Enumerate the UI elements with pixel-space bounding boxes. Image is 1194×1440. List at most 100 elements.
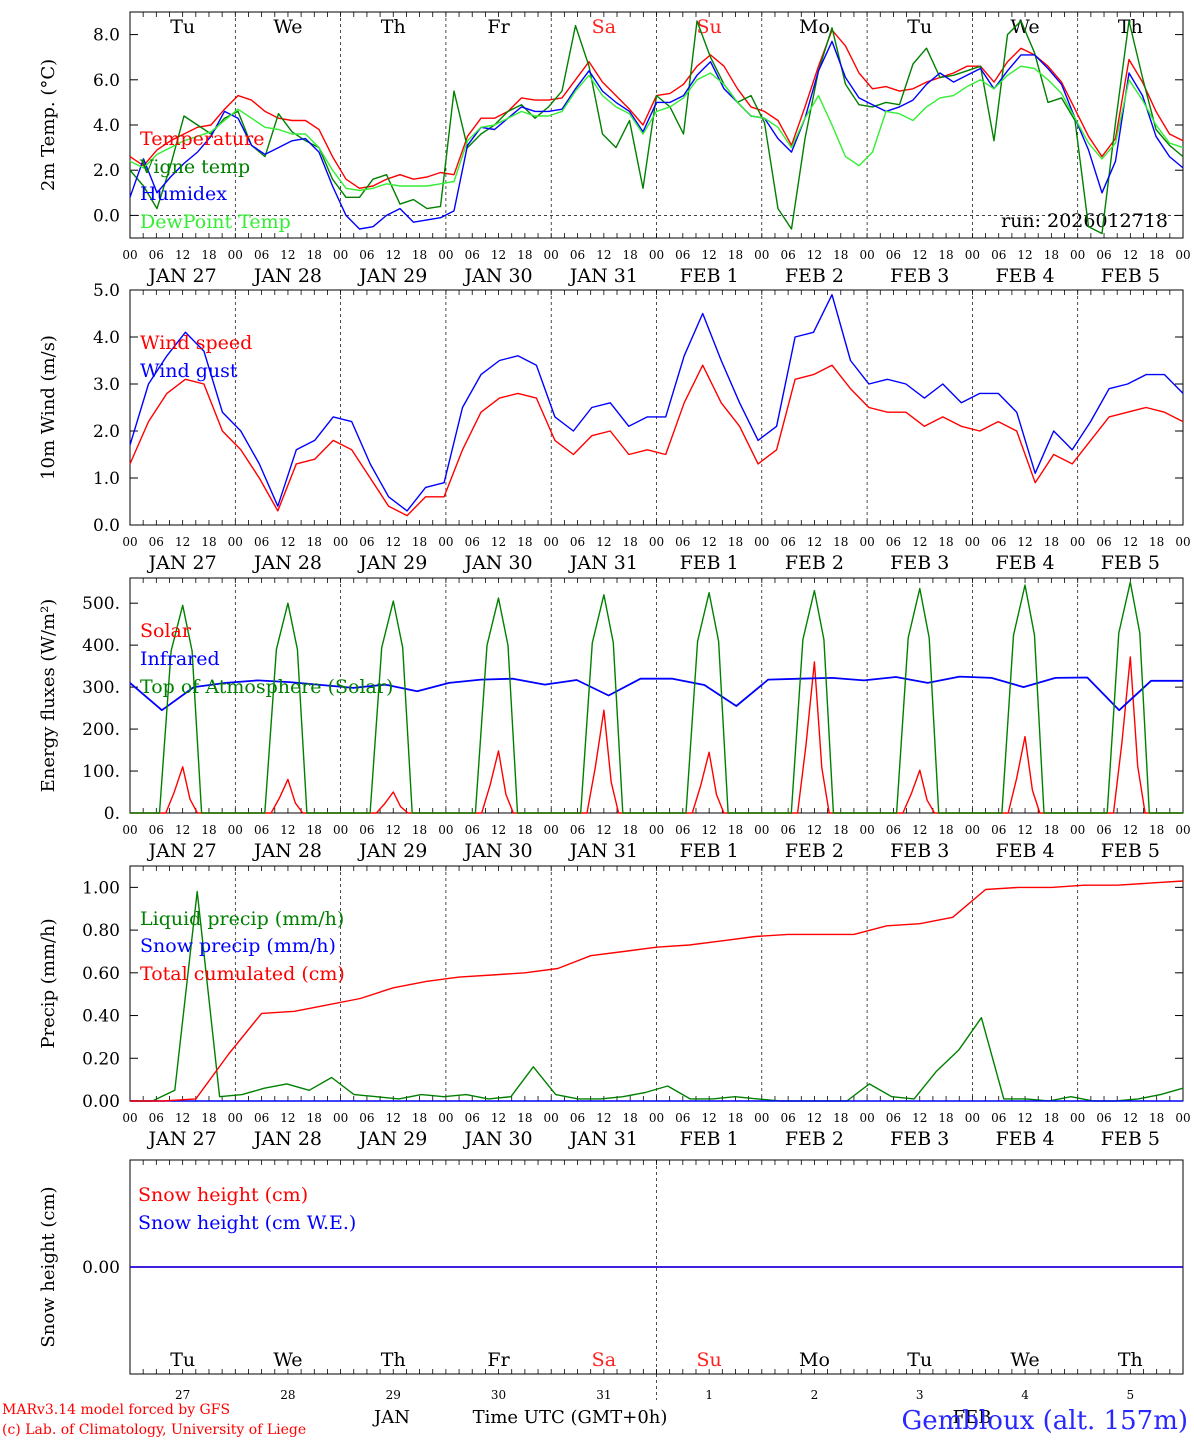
hour-tick-label: 06 [1096,535,1111,549]
y-tick-label: 0.00 [82,1092,120,1112]
legend-entry: Wind speed [140,332,252,354]
hour-tick-label: 00 [1070,248,1085,262]
date-label: FEB 1 [680,1128,739,1150]
hour-tick-label: 18 [517,535,532,549]
hour-tick-label: 00 [1175,535,1190,549]
legend-entry: Liquid precip (mm/h) [140,908,344,930]
date-label: FEB 5 [1101,840,1160,862]
hour-tick-label: 06 [991,1111,1006,1125]
hour-tick-label: 06 [465,1111,480,1125]
legend-entry: Snow height (cm) [138,1184,308,1206]
date-label: JAN 27 [147,1128,217,1150]
credit-model: MARv3.14 model forced by GFS [2,1402,230,1418]
hour-tick-label: 12 [491,1111,506,1125]
hour-tick-label: 12 [912,535,927,549]
hour-tick-label: 06 [359,823,374,837]
y-tick-label: 500. [82,594,120,614]
weekday-label: Tu [907,16,932,38]
date-label: JAN 31 [568,265,638,287]
day-number-label: 2 [811,1388,819,1402]
hour-tick-label: 12 [1123,1111,1138,1125]
hour-tick-label: 00 [544,248,559,262]
series-line-infrared [129,675,1183,712]
hour-tick-label: 06 [886,1111,901,1125]
hour-tick-label: 06 [254,823,269,837]
date-label: FEB 2 [785,552,844,574]
panel-energy: 0. 100. 200. 300. 400. 500. Energy fluxes (W/m… [38,577,1191,862]
hour-tick-label: 18 [938,248,953,262]
hour-tick-label: 18 [201,248,216,262]
hour-tick-label: 00 [122,535,137,549]
date-label: FEB 5 [1101,552,1160,574]
hour-tick-label: 12 [280,823,295,837]
hour-tick-label: 12 [280,535,295,549]
legend-entry: Snow height (cm W.E.) [138,1212,356,1234]
hour-tick-label: 18 [201,1111,216,1125]
panel-temperature: 0.0 2.0 4.0 6.0 8.0 2m Temp. (°C) 00 06 12 18 00 06… [38,11,1191,287]
y-axis-title: Energy fluxes (W/m²) [38,599,59,793]
hour-tick-label: 18 [307,823,322,837]
hour-tick-label: 06 [359,1111,374,1125]
hour-tick-label: 06 [1096,823,1111,837]
hour-tick-label: 12 [386,248,401,262]
hour-tick-label: 00 [438,535,453,549]
legend-entry: Temperature [140,128,264,150]
hour-tick-label: 00 [1175,248,1190,262]
hour-tick-label: 12 [702,1111,717,1125]
day-number-label: 30 [491,1388,506,1402]
weekday-label: Sa [592,1349,616,1371]
date-label: JAN 30 [462,1128,532,1150]
hour-tick-label: 06 [570,248,585,262]
date-label: FEB 4 [995,265,1054,287]
hour-tick-label: 12 [491,823,506,837]
date-label: FEB 4 [995,840,1054,862]
date-label: JAN 29 [357,265,427,287]
hour-tick-label: 12 [807,535,822,549]
credit-lab: (c) Lab. of Climatology, University of L… [2,1422,306,1438]
hour-tick-label: 12 [1017,248,1032,262]
legend-entry: Infrared [140,648,220,670]
legend-entry: Snow precip (mm/h) [140,935,336,957]
weekday-label: Tu [907,1349,932,1371]
hour-tick-label: 12 [280,1111,295,1125]
weekday-label: We [273,1349,302,1371]
hour-tick-label: 00 [859,248,874,262]
hour-tick-label: 06 [465,248,480,262]
hour-tick-label: 00 [438,823,453,837]
weekday-label: We [1010,1349,1039,1371]
hour-tick-label: 18 [517,248,532,262]
hour-tick-label: 06 [465,535,480,549]
panel-snow: 0.00 Snow height (cm) Tu We Th Fr Sa Su Mo Tu We Th… [38,1159,1184,1402]
hour-tick-label: 12 [702,823,717,837]
hour-tick-label: 18 [1149,248,1164,262]
hour-tick-label: 18 [938,535,953,549]
hour-tick-label: 00 [1070,535,1085,549]
hour-tick-label: 06 [675,1111,690,1125]
hour-tick-label: 00 [333,535,348,549]
station-label: Gembloux (alt. 157m) [902,1406,1188,1436]
hour-tick-label: 12 [175,823,190,837]
date-label: JAN 29 [357,552,427,574]
day-number-label: 31 [596,1388,611,1402]
hour-tick-label: 06 [780,1111,795,1125]
hour-tick-label: 18 [728,1111,743,1125]
legend-entry: Solar [140,620,192,642]
hour-tick-label: 18 [833,535,848,549]
hour-tick-label: 00 [649,823,664,837]
panel-wind: 0.0 1.0 2.0 3.0 4.0 5.0 10m Wind (m/s) 00 06 12 18… [38,281,1191,574]
hour-tick-label: 06 [149,1111,164,1125]
hour-tick-label: 06 [886,535,901,549]
y-tick-label: 4.0 [93,328,120,348]
hour-tick-label: 00 [544,535,559,549]
hour-tick-label: 00 [754,535,769,549]
date-label: JAN 28 [252,552,322,574]
y-tick-label: 5.0 [93,281,120,301]
y-tick-label: 0.20 [82,1049,120,1069]
hour-tick-label: 06 [149,823,164,837]
series-line-liquid-precip-mm-h [130,890,1184,1102]
hour-tick-label: 06 [991,823,1006,837]
hour-tick-label: 00 [965,1111,980,1125]
hour-tick-label: 00 [1175,1111,1190,1125]
y-tick-label: 100. [82,762,120,782]
panels: 0.02.04.06.08.02m Temp. (°C)00 06 12 18 00 06… [38,11,1191,1402]
